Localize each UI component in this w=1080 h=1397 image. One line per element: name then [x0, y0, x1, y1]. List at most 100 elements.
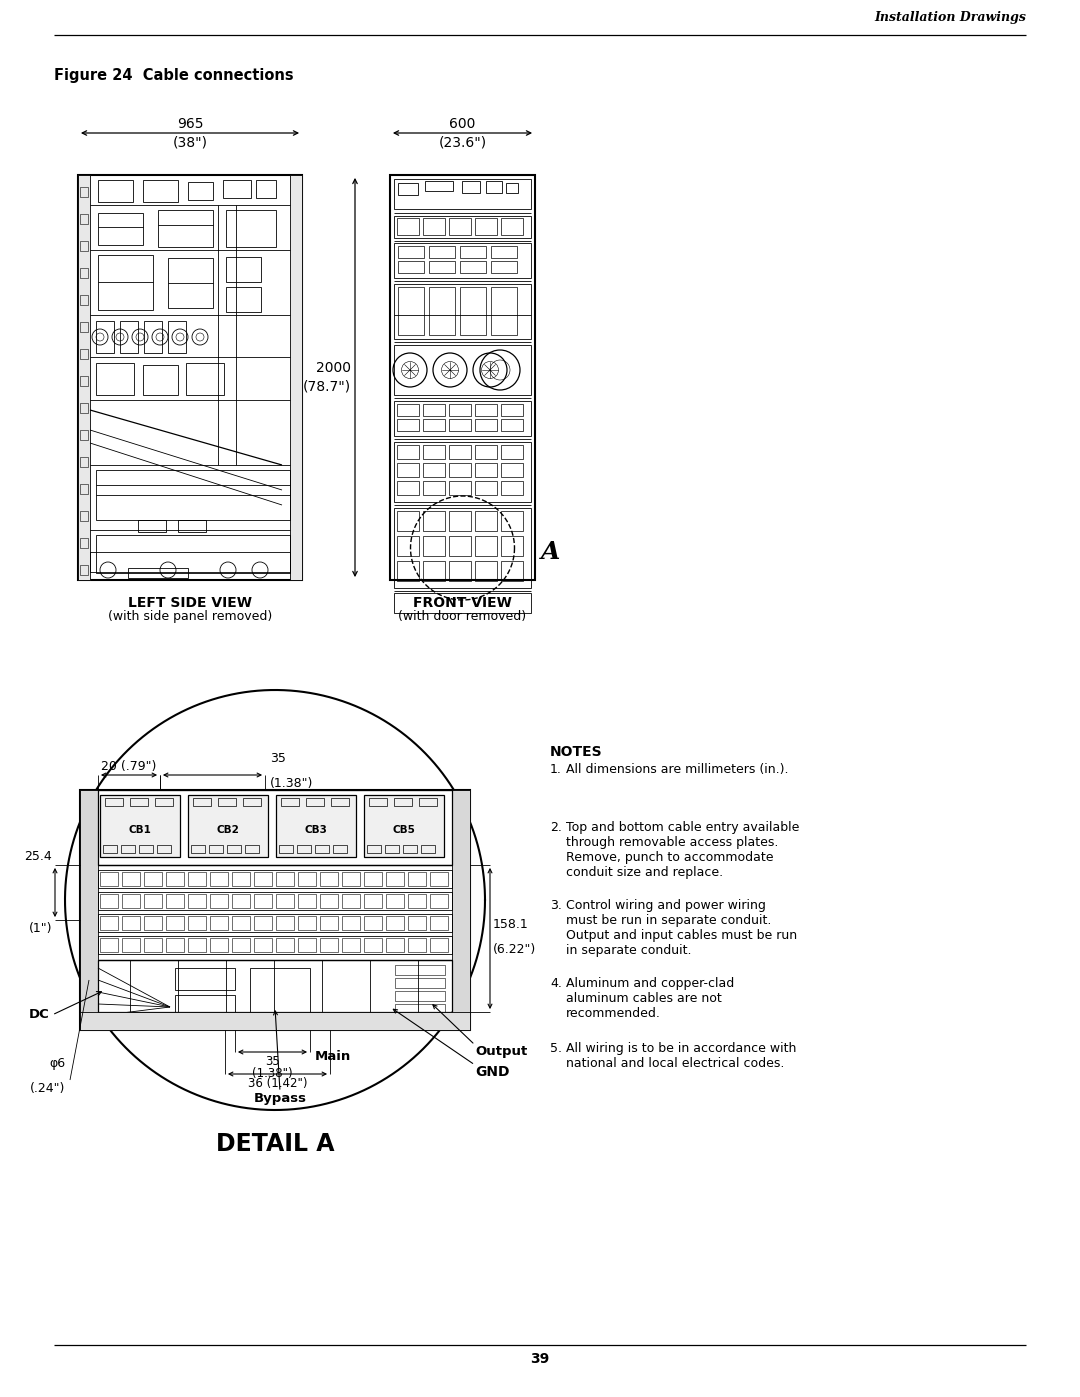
Bar: [475, 536, 497, 556]
Bar: [80, 483, 87, 495]
Text: 158.1: 158.1: [492, 918, 529, 930]
Bar: [429, 261, 455, 272]
Bar: [144, 894, 162, 908]
Text: 35: 35: [270, 752, 286, 766]
Bar: [449, 511, 471, 531]
Bar: [394, 592, 531, 613]
Bar: [320, 916, 338, 930]
Bar: [188, 937, 206, 951]
Bar: [139, 845, 153, 854]
Bar: [80, 295, 87, 305]
Bar: [430, 916, 448, 930]
Bar: [423, 218, 445, 235]
Bar: [486, 182, 502, 193]
Bar: [80, 376, 87, 386]
Bar: [210, 937, 228, 951]
Bar: [122, 937, 140, 951]
Bar: [80, 349, 87, 359]
Bar: [168, 321, 186, 353]
Bar: [386, 872, 404, 886]
Bar: [144, 872, 162, 886]
Bar: [330, 798, 349, 806]
Text: GND: GND: [475, 1065, 510, 1078]
Bar: [423, 446, 445, 460]
Bar: [98, 212, 143, 244]
Bar: [394, 798, 411, 806]
Bar: [394, 345, 531, 395]
Bar: [475, 404, 497, 416]
Bar: [386, 916, 404, 930]
Text: 36 (1.42"): 36 (1.42"): [247, 1077, 307, 1090]
Text: DETAIL A: DETAIL A: [216, 1132, 334, 1155]
Bar: [226, 257, 261, 282]
Bar: [395, 1017, 445, 1027]
Bar: [254, 894, 272, 908]
Bar: [491, 286, 517, 335]
Bar: [218, 798, 237, 806]
Bar: [103, 845, 117, 854]
Bar: [298, 894, 316, 908]
Text: 3.: 3.: [550, 900, 562, 912]
Bar: [80, 242, 87, 251]
Text: All dimensions are millimeters (in.).: All dimensions are millimeters (in.).: [566, 763, 788, 775]
Bar: [419, 798, 437, 806]
Bar: [232, 872, 249, 886]
Text: 4.: 4.: [550, 977, 562, 990]
Text: DC: DC: [29, 1009, 50, 1021]
Bar: [100, 916, 118, 930]
Bar: [78, 175, 302, 580]
Bar: [394, 401, 531, 436]
Bar: [449, 481, 471, 495]
Bar: [395, 965, 445, 975]
Bar: [143, 365, 178, 395]
Bar: [460, 286, 486, 335]
Text: LEFT SIDE VIEW: LEFT SIDE VIEW: [129, 597, 252, 610]
Bar: [315, 845, 329, 854]
Bar: [460, 261, 486, 272]
Bar: [144, 321, 162, 353]
Bar: [100, 872, 118, 886]
Bar: [156, 798, 173, 806]
Bar: [276, 872, 294, 886]
Text: 20 (.79"): 20 (.79"): [102, 760, 157, 773]
Text: φ6: φ6: [49, 1058, 65, 1070]
Bar: [501, 446, 523, 460]
Bar: [390, 175, 535, 580]
Bar: [166, 894, 184, 908]
Bar: [298, 937, 316, 951]
Text: NOTES: NOTES: [550, 745, 603, 759]
Bar: [462, 182, 480, 193]
Bar: [501, 462, 523, 476]
Bar: [138, 520, 166, 532]
Bar: [507, 183, 518, 193]
Bar: [80, 187, 87, 197]
Text: All wiring is to be in accordance with
national and local electrical codes.: All wiring is to be in accordance with n…: [566, 1042, 796, 1070]
Bar: [449, 536, 471, 556]
Text: (.24"): (.24"): [29, 1083, 65, 1095]
Bar: [397, 404, 419, 416]
Bar: [98, 936, 453, 954]
Bar: [449, 462, 471, 476]
Bar: [80, 402, 87, 414]
Bar: [320, 937, 338, 951]
Bar: [342, 894, 360, 908]
Text: (6.22"): (6.22"): [492, 943, 537, 956]
Bar: [254, 937, 272, 951]
Bar: [429, 246, 455, 258]
Text: Main: Main: [315, 1051, 351, 1063]
Bar: [96, 469, 291, 520]
Bar: [188, 182, 213, 200]
Bar: [143, 180, 178, 203]
Bar: [188, 872, 206, 886]
Bar: [175, 968, 235, 990]
Bar: [397, 446, 419, 460]
Bar: [399, 246, 424, 258]
Bar: [423, 462, 445, 476]
Text: (38"): (38"): [173, 136, 207, 149]
Bar: [105, 798, 123, 806]
Bar: [342, 872, 360, 886]
Bar: [281, 798, 299, 806]
Bar: [491, 246, 517, 258]
Bar: [423, 562, 445, 581]
Bar: [245, 845, 259, 854]
